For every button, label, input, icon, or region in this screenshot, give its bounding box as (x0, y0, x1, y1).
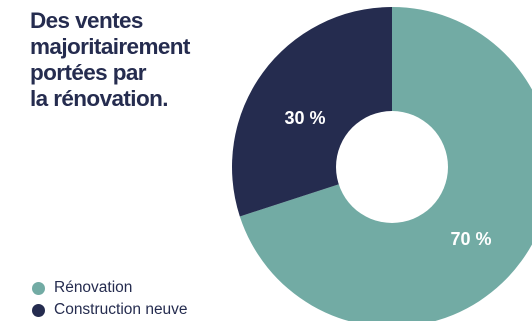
legend-swatch-renovation (32, 281, 45, 295)
legend-label-renovation: Rénovation (54, 279, 133, 296)
donut-hole (336, 111, 448, 223)
slice-label-construction-neuve: 30 % (284, 108, 325, 128)
slice-label-renovation: 70 % (450, 229, 491, 249)
legend-item-renovation: Rénovation (32, 277, 188, 299)
legend-swatch-construction-neuve (32, 303, 45, 317)
slice-labels-layer: 70 % 30 % (284, 108, 491, 249)
slice-renovation (239, 7, 532, 321)
chart-legend: Rénovation Construction neuve (32, 277, 188, 321)
chart-title: Des ventes majoritairement portées par l… (30, 8, 250, 112)
title-line-2: majoritairement (30, 34, 190, 59)
title-line-1: Des ventes (30, 8, 143, 33)
title-line-4: la rénovation. (30, 86, 168, 111)
legend-item-construction-neuve: Construction neuve (32, 299, 188, 321)
title-line-3: portées par (30, 60, 147, 85)
legend-label-construction-neuve: Construction neuve (54, 301, 188, 318)
